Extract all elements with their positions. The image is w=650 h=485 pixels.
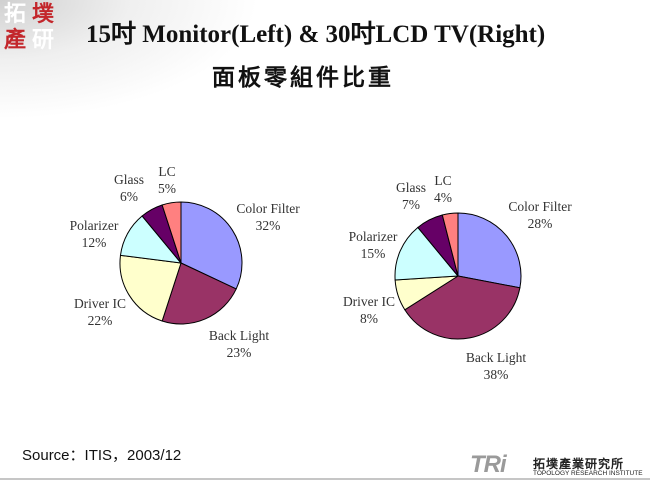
slice-value-label: 4% <box>434 190 452 205</box>
brand-mark: TRi <box>470 451 507 478</box>
pie-chart-lcd-tv: Color Filter 28% Back Light 38% Driver IC 8% P… <box>343 173 572 382</box>
logo-char: 墣 <box>32 1 55 27</box>
slice-value-label: 28% <box>528 216 553 231</box>
slice-name-label: LC <box>434 173 451 188</box>
footer-divider <box>0 478 650 480</box>
slice-name-label: LC <box>158 164 175 179</box>
slice-name-label: Glass <box>114 172 144 187</box>
slice-name-label: Back Light <box>209 328 270 343</box>
pie-slice <box>457 212 522 289</box>
slice-name-label: Driver IC <box>74 296 126 311</box>
slice-value-label: 22% <box>88 313 113 328</box>
slice-value-label: 6% <box>120 189 138 204</box>
source-note: Source：ITIS，2003/12 <box>22 447 182 464</box>
slide-title: 15吋 Monitor(Left) & 30吋LCD TV(Right) <box>86 21 546 48</box>
corner-background-glow <box>0 0 260 120</box>
slice-value-label: 12% <box>82 235 107 250</box>
brand-logo: TRi 拓墣產業研究所 TOPOLOGY RESEARCH INSTITUTE <box>470 451 645 479</box>
slice-value-label: 8% <box>360 311 378 326</box>
publisher-logo: 拓 墣 產 研 <box>4 2 66 54</box>
slice-name-label: Glass <box>396 180 426 195</box>
pie-slice <box>180 201 243 290</box>
logo-char: 研 <box>32 27 55 53</box>
slice-value-label: 15% <box>361 246 386 261</box>
brand-name-cn: 拓墣產業研究所 <box>533 457 625 471</box>
pie-slice <box>161 201 182 264</box>
slice-name-label: Polarizer <box>70 218 119 233</box>
slice-value-label: 7% <box>402 197 420 212</box>
logo-char: 拓 <box>4 1 27 27</box>
slice-name-label: Color Filter <box>508 199 572 214</box>
slice-name-label: Driver IC <box>343 294 395 309</box>
slice-name-label: Back Light <box>466 350 527 365</box>
slice-value-label: 32% <box>256 218 281 233</box>
slice-value-label: 23% <box>227 345 252 360</box>
brand-name-en: TOPOLOGY RESEARCH INSTITUTE <box>533 470 643 477</box>
pie-chart-monitor: Color Filter 32% Back Light 23% Driver IC 22%… <box>70 164 301 360</box>
slice-name-label: Color Filter <box>236 201 300 216</box>
pie-slice <box>161 262 237 325</box>
logo-char: 產 <box>4 27 27 53</box>
pie-slice <box>394 226 460 281</box>
slide-subtitle: 面板零組件比重 <box>212 65 394 91</box>
slice-value-label: 38% <box>484 367 509 382</box>
pie-slice <box>441 212 459 277</box>
slice-name-label: Polarizer <box>349 229 398 244</box>
pie-slice <box>119 254 182 322</box>
slice-value-label: 5% <box>158 181 176 196</box>
